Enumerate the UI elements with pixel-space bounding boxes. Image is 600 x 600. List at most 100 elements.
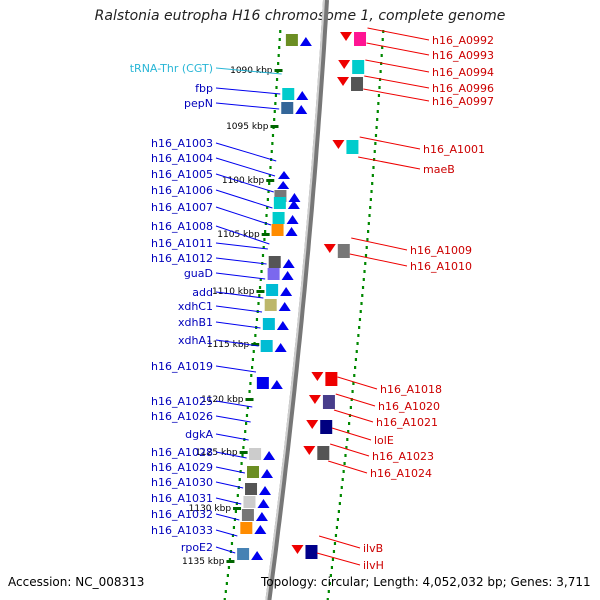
gene-label-right: ilvB: [363, 542, 383, 555]
forward-gene-block: [243, 496, 256, 508]
gene-label-left: h16_A1031: [151, 492, 213, 505]
gene-label-left: h16_A1011: [151, 237, 213, 250]
outer-dotted-guide: [373, 158, 376, 161]
outer-dotted-guide: [381, 46, 384, 49]
inner-dotted-guide: [239, 470, 242, 473]
forward-gene-arrow: [282, 259, 295, 268]
forward-gene-arrow: [278, 302, 291, 311]
inner-dotted-guide: [267, 190, 270, 193]
inner-dotted-guide: [231, 534, 235, 537]
gene-label-left: h16_A1033: [151, 524, 213, 537]
gene-leader-line: [337, 376, 378, 390]
outer-dotted-guide: [364, 262, 367, 265]
gene-leader-line: [215, 451, 247, 459]
outer-dotted-guide: [377, 94, 381, 97]
inner-dotted-guide: [230, 542, 234, 545]
chromosome-backbone-highlight: [265, 0, 325, 600]
inner-dotted-guide: [233, 518, 237, 521]
outer-dotted-guide: [338, 502, 341, 505]
inner-dotted-guide: [260, 270, 263, 273]
gene-leader-line: [331, 427, 372, 441]
inner-dotted-guide: [238, 478, 241, 481]
forward-gene-block: [256, 377, 269, 389]
inner-dotted-guide: [244, 430, 247, 433]
outer-dotted-guide: [381, 38, 384, 41]
gene-label-right: h16_A0997: [432, 95, 494, 108]
forward-gene-arrow: [276, 321, 289, 330]
tick-mark: [251, 343, 260, 346]
inner-dotted-guide: [264, 230, 267, 233]
tick-mark: [256, 290, 265, 293]
outer-dotted-guide: [380, 54, 383, 57]
gene-label-right: ilvH: [363, 559, 384, 572]
outer-dotted-guide: [351, 390, 354, 393]
tick-mark: [261, 233, 270, 236]
gene-label-right: h16_A1010: [410, 260, 472, 273]
outer-dotted-guide: [367, 222, 370, 225]
forward-gene-block: [240, 522, 253, 534]
gene-leader-line: [215, 497, 242, 505]
inner-dotted-guide: [246, 406, 249, 409]
gene-label-left: h16_A1007: [151, 201, 213, 214]
outer-dotted-guide: [370, 190, 373, 193]
forward-gene-arrow: [274, 343, 287, 352]
inner-dotted-guide: [227, 566, 231, 569]
outer-dotted-guide: [360, 302, 363, 305]
outer-dotted-guide: [369, 198, 372, 201]
forward-gene-arrow: [288, 193, 301, 202]
outer-dotted-guide: [347, 430, 350, 433]
gene-label-right: h16_A0992: [432, 34, 494, 47]
map-title: Ralstonia eutropha H16 chromosome 1, com…: [94, 8, 506, 24]
forward-gene-arrow: [254, 525, 267, 534]
outer-dotted-guide: [365, 246, 368, 249]
outer-dotted-guide: [367, 230, 370, 233]
tick-label: 1135 kbp: [182, 557, 225, 567]
inner-dotted-guide: [242, 446, 245, 449]
forward-gene-block: [249, 448, 262, 460]
outer-dotted-guide: [372, 166, 375, 169]
inner-dotted-guide: [226, 574, 229, 577]
gene-leader-line: [215, 400, 253, 408]
gene-leader-line: [367, 27, 430, 41]
gene-leader-line: [215, 481, 244, 489]
gene-leader-line: [359, 136, 421, 150]
gene-leader-line: [215, 242, 268, 250]
gene-label-left: dgkA: [185, 428, 213, 441]
gene-leader-line: [215, 272, 266, 280]
inner-dotted-guide: [274, 94, 278, 97]
gene-leader-line: [333, 409, 374, 423]
forward-gene-block: [262, 318, 275, 330]
reverse-gene-block: [351, 77, 364, 91]
forward-gene-block: [285, 34, 298, 46]
gene-label-left: h16_A1012: [151, 252, 213, 265]
gene-label-right: h16_A0993: [432, 49, 494, 62]
outer-dotted-guide: [369, 206, 372, 209]
forward-gene-arrow: [277, 171, 290, 179]
gene-leader-line: [215, 529, 238, 537]
gene-label-right: h16_A1018: [380, 383, 442, 396]
inner-dotted-guide: [228, 558, 232, 561]
gene-label-left: h16_A1019: [151, 360, 213, 373]
forward-gene-block: [267, 268, 280, 280]
inner-dotted-guide: [249, 382, 252, 385]
inner-dotted-guide: [278, 46, 281, 49]
reverse-gene-arrow: [308, 395, 321, 404]
gene-leader-line: [215, 321, 261, 329]
inner-dotted-guide: [271, 142, 274, 145]
gene-leader-line: [215, 102, 280, 110]
gene-leader-line: [330, 443, 370, 457]
forward-gene-arrow: [277, 181, 290, 189]
inner-dotted-guide: [232, 526, 236, 529]
topology-text: Topology: circular; Length: 4,052,032 bp…: [261, 575, 591, 589]
gene-leader-line: [215, 142, 277, 162]
gene-label-right: h16_A1024: [370, 467, 432, 480]
gene-leader-line: [215, 339, 259, 347]
gene-leader-line: [349, 253, 408, 267]
outer-dotted-guide: [364, 254, 368, 257]
outer-dotted-guide: [349, 406, 352, 409]
outer-dotted-guide: [357, 334, 360, 337]
outer-dotted-guide: [350, 398, 353, 401]
inner-dotted-guide: [263, 238, 266, 241]
gene-leader-line: [215, 546, 236, 554]
gene-label-left: xdhA1: [178, 334, 213, 347]
